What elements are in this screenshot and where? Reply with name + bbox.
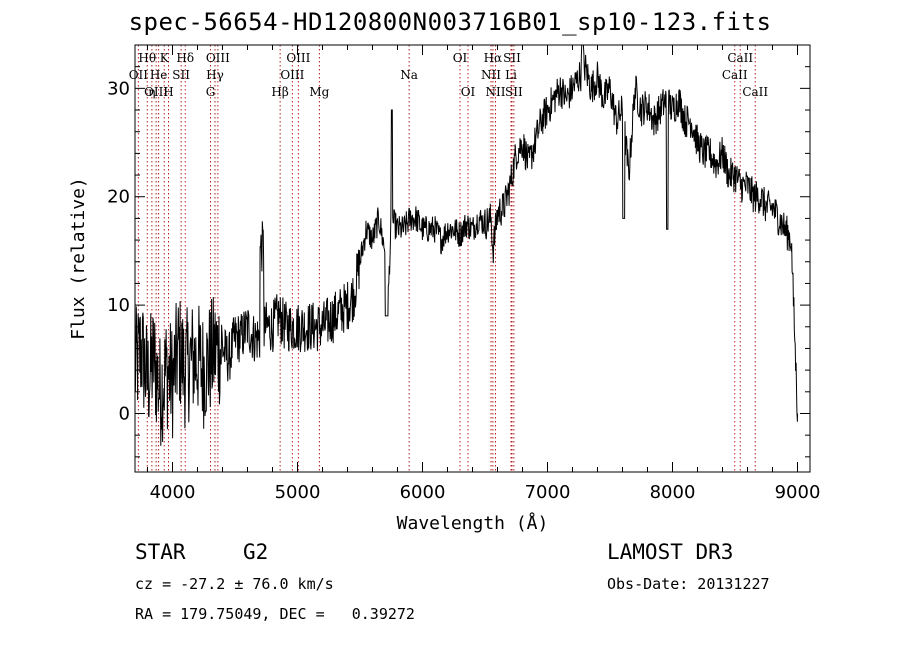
line-label: NII (481, 68, 501, 82)
line-label: SII (505, 85, 523, 99)
y-tick-label: 0 (119, 403, 130, 424)
line-label: OIII (286, 51, 310, 65)
line-label: OI (453, 51, 468, 65)
y-axis-label: Flux (relative) (68, 177, 89, 340)
x-tick-label: 9000 (775, 482, 821, 503)
line-label: OIII (144, 85, 168, 99)
line-label: Na (400, 68, 418, 82)
line-label: Mg (309, 85, 329, 99)
line-label: SII (503, 51, 521, 65)
x-tick-label: 5000 (275, 482, 321, 503)
line-label: Hθ (138, 51, 156, 65)
line-label: OII (129, 68, 149, 82)
line-label: OIII (206, 51, 230, 65)
line-label: SII (172, 68, 190, 82)
chart-title: spec-56654-HD120800N003716B01_sp10-123.f… (128, 8, 772, 36)
line-label: CaII (722, 68, 748, 82)
line-label: Hβ (271, 85, 288, 99)
line-label: CaII (727, 51, 753, 65)
line-label: H (163, 85, 173, 99)
line-label: η (148, 85, 155, 99)
x-tick-label: 7000 (525, 482, 571, 503)
survey-name: LAMOST DR3 (607, 540, 734, 564)
plot-frame (134, 44, 811, 473)
line-label: Hγ (206, 68, 224, 82)
x-tick-label: 6000 (400, 482, 446, 503)
x-tick-label: 4000 (150, 482, 196, 503)
line-label: NII (486, 85, 506, 99)
y-axis: 0 10 20 30 (107, 66, 810, 458)
object-class: STAR (135, 540, 186, 564)
x-axis-label: Wavelength (Å) (397, 512, 549, 534)
line-label: Li (505, 68, 517, 82)
x-tick-label: 8000 (650, 482, 696, 503)
line-label: He (150, 68, 168, 82)
line-label: Hδ (176, 51, 194, 65)
line-label: CaII (742, 85, 768, 99)
line-label: K (160, 51, 170, 65)
spectrum-line (134, 44, 798, 446)
line-label: OI (461, 85, 476, 99)
y-tick-label: 20 (107, 187, 130, 208)
y-tick-label: 30 (107, 78, 130, 99)
object-subclass: G2 (243, 540, 269, 564)
y-tick-label: 10 (107, 295, 130, 316)
coordinates: RA = 179.75049, DEC = 0.39272 (135, 605, 415, 623)
line-label: Hα (484, 51, 503, 65)
x-axis: 4000 5000 6000 7000 8000 9000 (147, 45, 821, 503)
line-label: G (206, 85, 216, 99)
line-label: OIII (280, 68, 304, 82)
observation-date: Obs-Date: 20131227 (607, 575, 770, 593)
line-markers (137, 45, 756, 472)
redshift-cz: cz = -27.2 ± 76.0 km/s (135, 575, 334, 593)
